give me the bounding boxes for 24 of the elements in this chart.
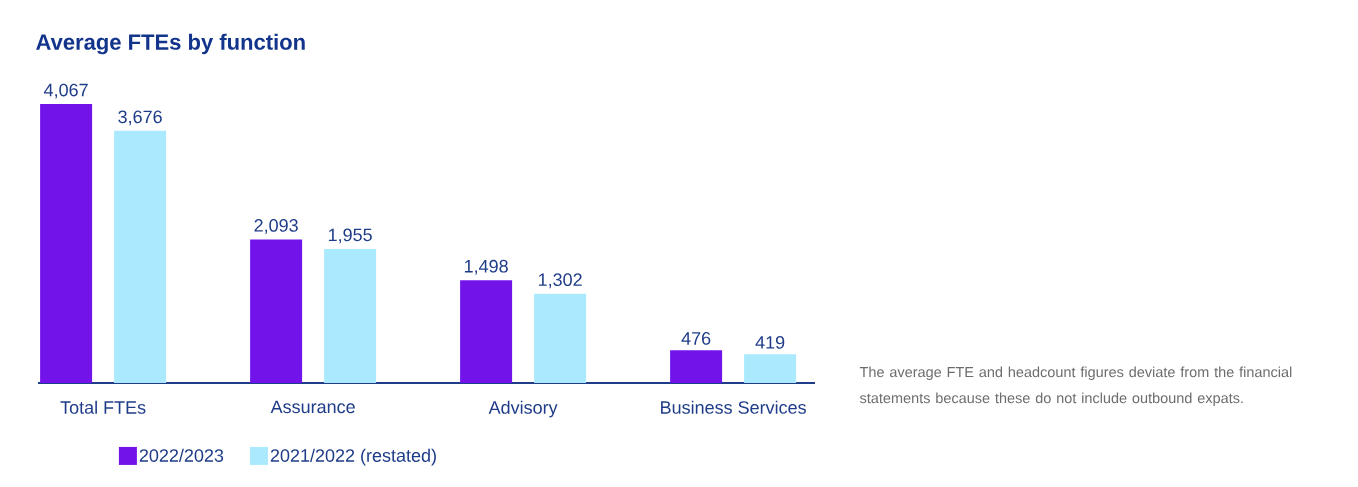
legend-label: 2022/2023: [139, 448, 224, 462]
bar: [324, 248, 377, 383]
data-label: 3,676: [118, 110, 162, 126]
bar: [670, 350, 723, 383]
data-label: 2,093: [254, 219, 298, 234]
text: The average FTE and headcount figures deviate from the financial statements because these do not include outbound expats.: [859, 366, 1292, 407]
bar: [744, 354, 797, 383]
legend-label: 2021/2022 (restated): [270, 448, 436, 466]
bar: [460, 280, 513, 383]
x-tick-label: Business Services: [661, 400, 806, 414]
x-tick-label: Total FTEs: [60, 400, 146, 414]
chart-title: Average FTEs by function: [36, 33, 305, 55]
bar: [534, 293, 587, 383]
bar: [40, 104, 93, 383]
x-tick-label: Assurance: [270, 400, 355, 414]
data-label: 4,067: [43, 83, 88, 99]
data-label: 1,302: [538, 273, 582, 289]
data-label: 1,955: [328, 228, 372, 244]
data-label: 1,498: [464, 259, 508, 275]
bar: [250, 239, 303, 383]
data-label: 419: [755, 336, 785, 349]
data-label: 476: [681, 332, 711, 345]
bar: [114, 130, 167, 383]
x-tick-label: Advisory: [488, 400, 558, 418]
